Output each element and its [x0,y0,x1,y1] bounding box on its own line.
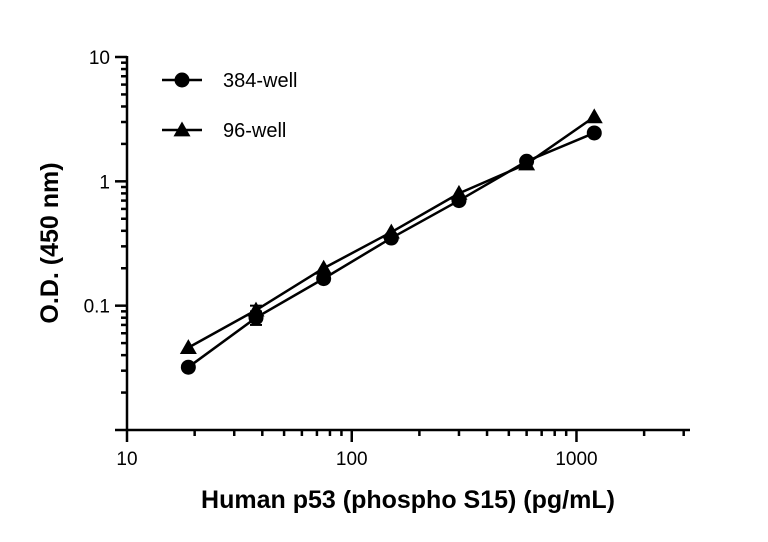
legend-marker [173,121,191,137]
data-point [382,223,400,239]
y-tick-label: 10 [89,48,110,69]
y-tick-label: 1 [99,172,110,193]
axes: 0.1 1 10 10 100 1000 [84,48,690,470]
legend-item: 384-well [162,70,297,92]
x-tick-label: 100 [336,449,368,470]
legend-label: 384-well [223,70,297,92]
data-point [180,359,196,375]
y-axis-title: O.D. (450 nm) [36,162,64,323]
data-point [518,155,536,171]
data-point [585,108,603,124]
data-point [450,184,468,200]
data-point [315,259,333,275]
x-tick-label: 10 [116,449,137,470]
y-tick-label: 0.1 [84,297,110,318]
x-tick-label: 1000 [555,449,597,470]
data-point [179,339,197,354]
legend-label: 96-well [223,120,286,142]
series-2 [179,108,603,354]
legend-marker [174,72,190,88]
legend-item: 96-well [162,120,286,142]
data-point [316,271,332,287]
x-axis-title: Human p53 (phospho S15) (pg/mL) [201,486,615,514]
data-point [586,125,602,141]
series-layer [179,108,603,375]
series-1 [180,125,602,375]
legend: 384-well 96-well [162,70,297,142]
data-point [247,301,265,317]
